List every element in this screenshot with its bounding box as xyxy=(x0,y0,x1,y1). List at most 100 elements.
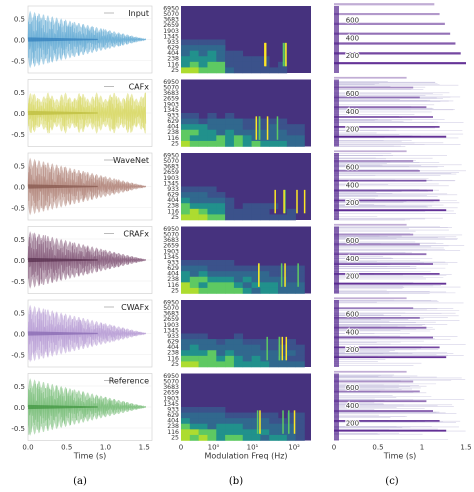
modulation-cell xyxy=(251,214,261,221)
y-tick-label: 5070 xyxy=(163,305,179,312)
modulation-cell xyxy=(269,67,279,74)
modulation-cell xyxy=(242,434,252,441)
y-tick-label: 1345 xyxy=(163,107,179,114)
modulation-cell xyxy=(278,434,288,441)
y-tick-label: 404 xyxy=(167,197,179,204)
modulation-cell xyxy=(278,67,288,74)
modulation-cell xyxy=(189,276,199,283)
modulation-cell xyxy=(260,361,270,368)
y-tick-label: 1345 xyxy=(163,327,179,334)
modulation-cell xyxy=(225,355,235,362)
y-tick-label: 116 xyxy=(167,429,179,436)
modulation-cell xyxy=(225,208,235,215)
modulation-cell xyxy=(216,197,226,204)
modulation-cell xyxy=(189,192,199,198)
y-tick-label: 0.0 xyxy=(14,184,25,192)
modulation-cell xyxy=(295,265,305,272)
y-tick-label: 2659 xyxy=(163,390,179,397)
y-tick-label: 0.5 xyxy=(14,16,25,24)
modulation-cell xyxy=(198,276,208,283)
modulation-cell xyxy=(233,276,244,283)
modulation-cell xyxy=(198,260,208,266)
modulation-cell xyxy=(181,276,191,283)
modulation-panel-1: 6950507036832659190313459336294042381162… xyxy=(163,79,311,147)
x-tick-label: 1.5 xyxy=(139,444,150,452)
modulation-cell xyxy=(198,45,208,51)
modulation-cell xyxy=(207,208,217,215)
modulation-cell xyxy=(198,56,208,63)
modulation-cell xyxy=(233,208,244,215)
spectrogram-onset xyxy=(334,6,339,73)
modulation-cell xyxy=(295,129,305,136)
y-tick-label: 116 xyxy=(167,282,179,289)
modulation-cell xyxy=(225,276,235,283)
modulation-cell xyxy=(233,355,244,362)
y-tick-label: 200 xyxy=(346,346,359,354)
modulation-cell xyxy=(233,61,244,68)
panel-label-a: (a) xyxy=(73,476,87,487)
modulation-cell xyxy=(260,339,270,345)
modulation-cell xyxy=(225,56,235,63)
modulation-cell xyxy=(207,129,217,136)
modulation-cell xyxy=(189,197,199,204)
y-tick-label: 25 xyxy=(171,140,179,147)
y-tick-label: 400 xyxy=(346,34,359,42)
y-tick-label: 3683 xyxy=(163,90,179,97)
modulation-streak xyxy=(288,410,290,434)
legend-label: CRAFx xyxy=(123,230,149,239)
modulation-cell xyxy=(251,434,261,441)
modulation-streak xyxy=(282,42,285,67)
modulation-cell xyxy=(233,434,244,441)
modulation-cell xyxy=(216,429,226,436)
modulation-cell xyxy=(242,124,252,131)
spectrogram-panel-5: 600 400 200 0 0.5 1 1.5 Time (s) xyxy=(332,370,472,461)
y-tick-label: 5070 xyxy=(163,232,179,239)
modulation-cell xyxy=(198,271,208,278)
y-tick-label: 0.5 xyxy=(14,163,25,171)
modulation-cell xyxy=(198,418,208,425)
modulation-cell xyxy=(295,140,305,147)
waveform-panel-0: Input 0.5 0.0 -0.5 xyxy=(11,5,153,74)
modulation-cell xyxy=(286,271,296,278)
modulation-streak xyxy=(255,116,258,140)
legend-label: CWAFx xyxy=(121,303,149,312)
modulation-cell xyxy=(242,203,252,210)
modulation-cell xyxy=(242,350,252,357)
modulation-cell xyxy=(207,361,217,368)
modulation-cell xyxy=(181,118,191,125)
modulation-cell xyxy=(242,412,252,419)
modulation-cell xyxy=(286,350,296,357)
modulation-cell xyxy=(260,118,270,125)
x-tick-label: 10² xyxy=(288,444,300,452)
modulation-cell xyxy=(233,140,244,147)
modulation-cell xyxy=(269,429,279,436)
modulation-cell xyxy=(233,429,244,436)
y-tick-label: 400 xyxy=(346,255,359,263)
modulation-cell xyxy=(207,265,217,272)
modulation-cell xyxy=(198,124,208,131)
y-tick-label: 933 xyxy=(167,259,179,266)
modulation-cell xyxy=(216,39,226,46)
y-tick-label: -0.5 xyxy=(11,58,25,66)
modulation-streak xyxy=(259,410,261,434)
modulation-cell xyxy=(189,344,199,351)
modulation-cell xyxy=(181,129,191,136)
x-axis-label: Time (s) xyxy=(383,452,417,461)
modulation-cell xyxy=(295,350,305,357)
x-tick-label: 1.5 xyxy=(460,444,471,452)
modulation-cell xyxy=(225,260,235,266)
modulation-cell xyxy=(242,140,252,147)
y-tick-label: 600 xyxy=(346,90,359,98)
y-tick-label: 400 xyxy=(346,402,359,410)
y-tick-label: 3683 xyxy=(163,237,179,244)
modulation-cell xyxy=(233,333,244,340)
modulation-cell xyxy=(207,197,217,204)
modulation-cell xyxy=(251,355,261,362)
modulation-cell xyxy=(181,67,191,74)
modulation-streak xyxy=(284,263,286,287)
modulation-cell xyxy=(216,423,226,430)
modulation-cell xyxy=(233,50,244,57)
y-tick-label: 2659 xyxy=(163,22,179,29)
waveform-line xyxy=(27,233,147,285)
modulation-cell xyxy=(216,282,226,289)
